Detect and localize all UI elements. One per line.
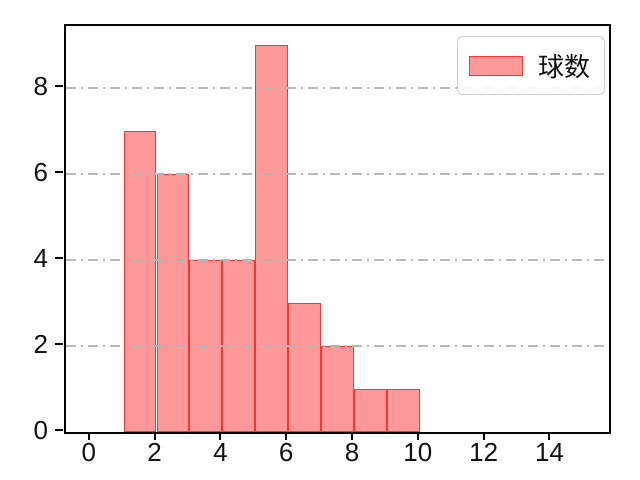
x-tick-label: 12 xyxy=(469,437,499,467)
histogram-bar xyxy=(386,389,420,432)
histogram-bar xyxy=(255,45,289,432)
x-tick xyxy=(219,432,222,440)
y-tick xyxy=(55,429,63,431)
x-tick xyxy=(482,432,485,440)
x-tick xyxy=(416,432,419,440)
x-tick xyxy=(350,432,353,440)
y-tick xyxy=(55,343,63,346)
histogram-bar xyxy=(222,260,256,432)
x-tick-label: 10 xyxy=(403,437,433,467)
y-tick-label: 0 xyxy=(33,415,48,445)
legend-swatch xyxy=(468,55,523,76)
histogram-bar xyxy=(189,260,223,432)
y-tick xyxy=(55,171,63,174)
histogram-bar xyxy=(353,389,387,432)
x-tick-label: 2 xyxy=(147,437,162,467)
histogram-bar xyxy=(321,346,354,432)
y-tick-label: 8 xyxy=(33,71,48,102)
x-tick xyxy=(548,432,551,440)
x-tick-label: 0 xyxy=(81,437,96,467)
y-tick-label: 4 xyxy=(33,243,48,274)
y-tick-label: 2 xyxy=(33,329,48,360)
histogram-bar xyxy=(123,131,157,432)
histogram-bar xyxy=(288,303,322,432)
y-tick-label: 6 xyxy=(33,157,48,188)
y-tick xyxy=(55,85,63,88)
x-tick-label: 4 xyxy=(213,437,228,467)
y-tick xyxy=(55,257,63,260)
histogram-bar xyxy=(156,174,190,432)
x-tick-label: 6 xyxy=(278,437,294,467)
legend-label: 球数 xyxy=(537,52,590,82)
x-tick xyxy=(87,432,90,440)
x-tick-label: 14 xyxy=(534,437,564,467)
x-tick-label: 8 xyxy=(344,437,360,467)
x-tick xyxy=(153,432,156,440)
legend: 球数 xyxy=(456,36,605,95)
x-tick xyxy=(285,432,288,440)
